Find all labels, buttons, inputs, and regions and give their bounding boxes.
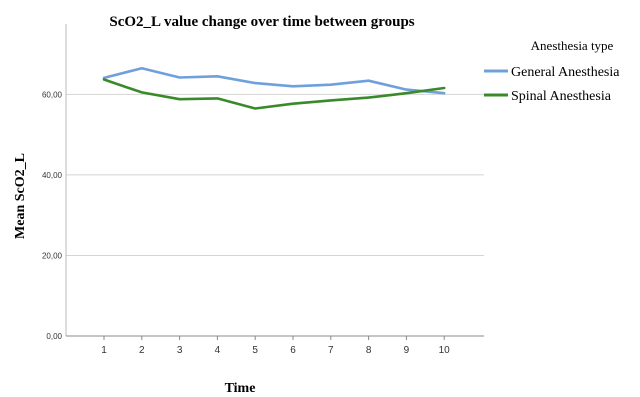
series-line-general-anesthesia — [102, 66, 446, 95]
x-tick-label: 4 — [215, 345, 221, 356]
x-tick-label: 8 — [366, 345, 372, 356]
x-tick-label: 1 — [101, 345, 107, 356]
y-axis-label: Mean ScO2_L — [13, 153, 28, 239]
legend: Anesthesia type General Anesthesia Spinal… — [484, 38, 620, 104]
x-axis-label: Time — [225, 381, 256, 396]
x-tick-label: 7 — [328, 345, 334, 356]
y-tick-labels: 0,00 20,00 40,00 60,00 — [42, 90, 63, 341]
y-tick-label: 40,00 — [42, 171, 63, 180]
legend-entry: General Anesthesia — [511, 65, 620, 80]
y-tick-label: 60,00 — [42, 90, 63, 99]
chart-title: ScO2_L value change over time between gr… — [109, 14, 414, 30]
x-tick-label: 9 — [404, 345, 410, 356]
x-tick-label: 5 — [252, 345, 258, 356]
y-tick-label: 20,00 — [42, 251, 63, 260]
legend-title: Anesthesia type — [531, 38, 614, 53]
series-lines — [102, 66, 446, 110]
x-tick-label: 10 — [439, 345, 451, 356]
series-line-spinal-anesthesia — [102, 78, 446, 110]
x-axis: 1 2 3 4 5 6 7 8 9 10 — [66, 335, 484, 356]
x-tick-label: 2 — [139, 345, 145, 356]
x-tick-label: 6 — [290, 345, 296, 356]
legend-entry: Spinal Anesthesia — [511, 89, 612, 104]
y-tick-label: 0,00 — [46, 332, 62, 341]
x-tick-label: 3 — [177, 345, 183, 356]
